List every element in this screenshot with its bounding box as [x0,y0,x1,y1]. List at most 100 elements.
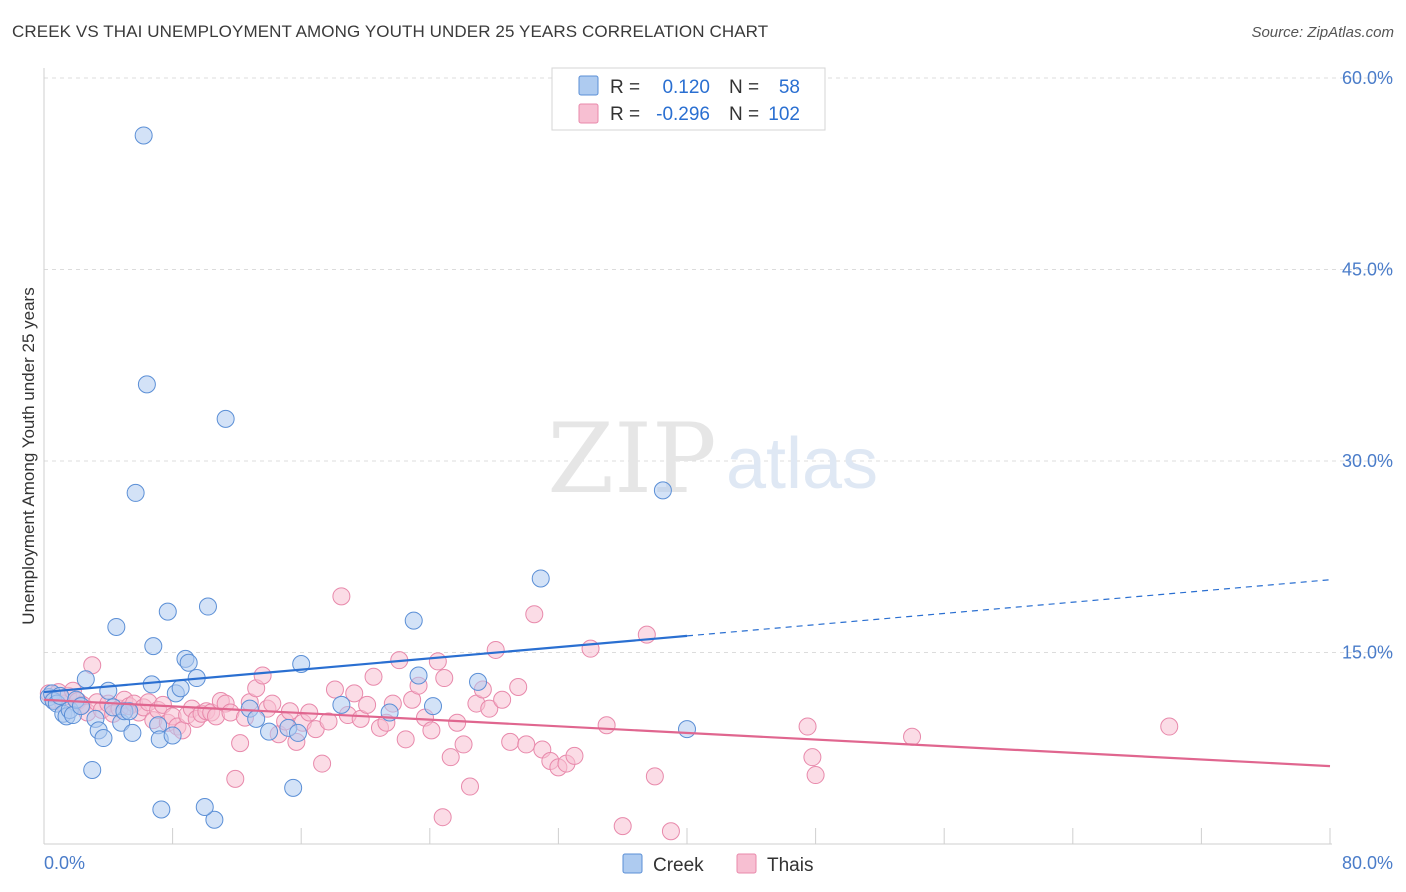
legend-r-value-creek: 0.120 [662,77,710,98]
legend-n-label: N = [729,104,759,125]
creek-point [409,666,428,685]
legend-swatch-thais [578,103,599,124]
thai-point [253,666,272,685]
thai-point [454,735,473,754]
creek-point [107,617,126,636]
creek-point [260,722,279,741]
legend-r-label: R = [610,77,640,98]
y-tick-label: 60.0% [1342,68,1393,88]
thai-point [903,727,922,746]
x-tick-label-max: 80.0% [1342,853,1393,873]
creek-point [144,637,163,656]
legend-r-value-thais: -0.296 [656,104,710,125]
creek-point [142,675,161,694]
thai-point [263,694,282,713]
thai-point [1160,717,1179,736]
bottom-legend-swatch-thais [736,853,757,874]
legend-swatch-creek [578,75,599,96]
thai-point [480,699,499,718]
axis-layer [43,68,1332,845]
creek-point [424,697,443,716]
thai-point [435,669,454,688]
creek-point [288,723,307,742]
thai-point [358,695,377,714]
x-tick-label-min: 0.0% [44,853,85,873]
thai-points [39,587,1179,841]
creek-point [123,723,142,742]
thai-point [597,716,616,735]
creek-point [284,778,303,797]
bottom-legend-label-thais: Thais [767,855,813,876]
creek-point [678,720,696,739]
creek-point [120,702,139,721]
creek-trend-extension [686,579,1331,637]
creek-point [83,760,102,779]
creek-point [171,679,190,698]
creek-point [126,483,145,502]
tick-labels: 0.0% 80.0% 15.0% 30.0% 45.0% 60.0% [44,68,1393,873]
thai-point [319,712,338,731]
thai-point [645,767,664,786]
creek-point [216,409,235,428]
legend-n-value-creek: 58 [779,77,800,98]
legend-r-label: R = [610,104,640,125]
thai-point [509,677,528,696]
thai-point [364,667,383,686]
thai-point [396,730,415,749]
creek-point [71,697,90,716]
creek-point [163,726,182,745]
creek-point [332,695,351,714]
bottom-legend-swatch-creek [622,853,643,874]
creek-point [653,481,672,500]
thai-point [433,808,452,827]
y-axis-label: Unemployment Among Youth under 25 years [19,287,38,624]
thai-point [428,652,447,671]
legend-n-value-thais: 102 [768,104,800,125]
thai-point [501,732,520,751]
creek-point [198,597,217,616]
creek-point [404,611,423,630]
bottom-legend: Creek Thais [622,853,813,876]
bottom-legend-label-creek: Creek [653,855,704,876]
creek-point [469,672,488,691]
thai-point [565,746,584,765]
thai-point [798,717,817,736]
thai-point [661,822,680,841]
grid-layer [44,77,1395,844]
thai-point [422,721,441,740]
creek-point [137,375,156,394]
creek-point [205,810,224,829]
creek-point [195,797,214,816]
legend-n-label: N = [729,77,759,98]
thai-point [613,817,632,836]
thai-point [332,587,351,606]
y-tick-label: 45.0% [1342,260,1393,280]
watermark-atlas: atlas [726,424,878,504]
thai-trend-line [43,698,1331,768]
creek-point [76,670,95,689]
thai-point [525,605,544,624]
trend-lines [43,579,1331,768]
creek-trend-line [43,634,688,694]
thai-point [486,640,505,659]
thai-point [803,748,822,767]
thai-point [313,754,332,773]
watermark: ZIP atlas [547,403,878,515]
creek-point [531,569,550,588]
thai-point [448,713,467,732]
y-tick-label: 15.0% [1342,643,1393,663]
chart-source: Source: ZipAtlas.com [1251,24,1394,41]
thai-point [345,684,364,703]
creek-point [134,126,153,145]
creek-point [94,729,113,748]
creek-point [179,653,198,672]
chart-title: CREEK VS THAI UNEMPLOYMENT AMONG YOUTH U… [12,22,769,41]
creek-point [152,800,171,819]
thai-point [517,735,536,754]
thai-point [806,766,825,785]
y-tick-label: 30.0% [1342,451,1393,471]
thai-point [231,734,250,753]
creek-point [247,709,266,728]
creek-point [158,602,177,621]
